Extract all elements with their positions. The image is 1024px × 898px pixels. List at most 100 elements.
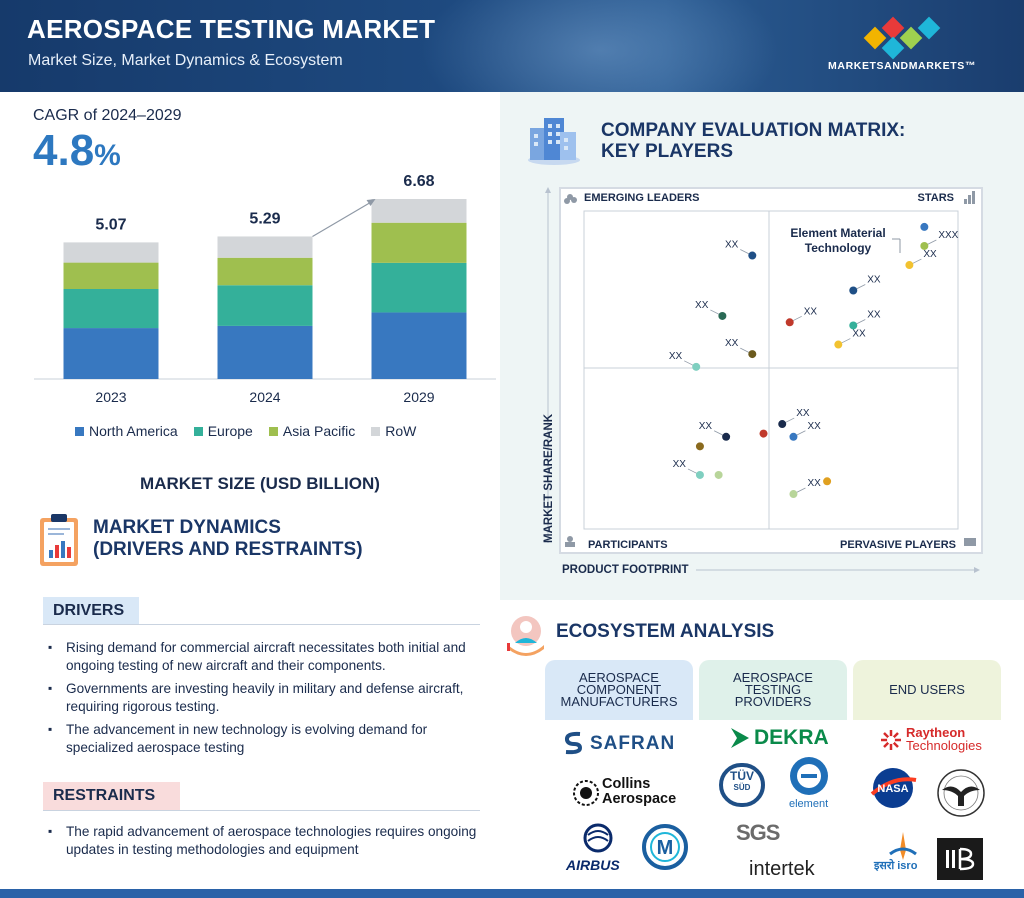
nasa-logo-icon: NASA bbox=[870, 768, 917, 808]
point-label: XX bbox=[796, 408, 810, 419]
bar-segment-europe bbox=[217, 285, 313, 326]
highlight-label-line2: Technology bbox=[805, 241, 872, 255]
isro-logo-icon bbox=[889, 832, 917, 860]
column-header-line: MANUFACTURERS bbox=[560, 694, 678, 709]
list-item: Governments are investing heavily in mil… bbox=[48, 680, 484, 715]
bar-segment-europe bbox=[63, 289, 159, 329]
drivers-tag: DRIVERS bbox=[43, 597, 139, 625]
collins-logo-line2: Aerospace bbox=[602, 791, 677, 807]
legend-swatch bbox=[75, 426, 84, 436]
tuv-logo-icon bbox=[719, 763, 765, 807]
quadrant-participants: PARTICIPANTS bbox=[588, 539, 668, 551]
tuv-logo: TÜV SÜD bbox=[729, 769, 755, 793]
isro-logo: इसरो isro bbox=[874, 860, 918, 872]
bar-segment-row bbox=[217, 236, 313, 258]
point-label: XX bbox=[807, 421, 821, 432]
category-tick-label: 2024 bbox=[249, 389, 280, 405]
company-point bbox=[849, 286, 858, 295]
airbus-logo-icon bbox=[583, 823, 613, 853]
point-label: XX bbox=[669, 351, 683, 362]
bar-segment-north-america bbox=[371, 312, 467, 379]
company-point bbox=[920, 241, 929, 250]
legend-item-north-america: North America bbox=[75, 423, 178, 439]
header-glow bbox=[420, 0, 780, 92]
column-header-line: COMPONENT bbox=[576, 682, 662, 697]
legend-item-asia-pacific: Asia Pacific bbox=[268, 423, 355, 439]
quadrant-pervasive-players: PERVASIVE PLAYERS bbox=[840, 539, 956, 551]
column-header-line: AEROSPACE bbox=[733, 670, 813, 685]
raytheon-logo-line2: Technologies bbox=[906, 738, 982, 753]
point-label: XX bbox=[725, 338, 739, 349]
list-item: Rising demand for commercial aircraft ne… bbox=[48, 639, 484, 674]
bar-total-label: 5.29 bbox=[249, 210, 280, 227]
eagle-seal-icon bbox=[937, 769, 985, 817]
matrix-title: COMPANY EVALUATION MATRIX: KEY PLAYERS bbox=[601, 120, 905, 162]
column-header-line: END USERS bbox=[889, 682, 965, 697]
header-banner: AEROSPACE TESTING MARKET Market Size, Ma… bbox=[0, 0, 1024, 92]
legend-swatch bbox=[371, 426, 381, 436]
collins-logo-line1: Collins bbox=[602, 776, 651, 792]
brand-logo[interactable]: MARKETSANDMARKETS™ bbox=[822, 14, 982, 78]
dekra-logo-icon bbox=[731, 728, 749, 748]
column-header-line: AEROSPACE bbox=[579, 670, 659, 685]
bar-segment-row bbox=[63, 242, 159, 263]
legend-swatch bbox=[268, 426, 278, 436]
company-point bbox=[905, 261, 914, 270]
dekra-logo: DEKRA bbox=[754, 726, 829, 749]
company-point bbox=[718, 311, 727, 320]
company-point bbox=[785, 318, 794, 327]
column-header-line: TESTING bbox=[744, 682, 802, 697]
company-point bbox=[778, 420, 787, 429]
sgs-logo: SGS bbox=[736, 820, 780, 845]
raytheon-logo-icon bbox=[881, 730, 901, 750]
growth-arrow-line bbox=[312, 202, 370, 237]
quadrant-stars: STARS bbox=[918, 192, 954, 204]
highlight-label-line1: Element Material bbox=[790, 226, 885, 240]
chart-title: MARKET SIZE (USD BILLION) bbox=[140, 474, 380, 493]
raytheon-logo: Raytheon Technologies bbox=[906, 726, 982, 752]
company-point bbox=[759, 429, 768, 438]
bar-segment-row bbox=[371, 199, 467, 223]
company-point bbox=[714, 470, 723, 479]
x-axis-arrow-icon bbox=[974, 567, 980, 573]
cagr-unit: % bbox=[94, 139, 121, 172]
dynamics-title-line2: (DRIVERS AND RESTRAINTS) bbox=[93, 539, 363, 560]
brand-name: MARKETSANDMARKETS™ bbox=[828, 60, 976, 72]
dynamics-title-line1: MARKET DYNAMICS bbox=[93, 517, 281, 538]
chart-legend: North America Europe Asia Pacific RoW bbox=[75, 423, 416, 439]
pervasive-players-icon bbox=[964, 538, 976, 546]
safran-logo: SAFRAN bbox=[590, 733, 676, 754]
legend-item-europe: Europe bbox=[193, 423, 253, 439]
intertek-logo: intertek bbox=[749, 858, 815, 880]
company-point bbox=[695, 442, 704, 451]
company-point bbox=[834, 340, 843, 349]
participants-icon bbox=[565, 536, 575, 547]
cagr-value: 4.8% bbox=[33, 126, 121, 176]
bar-segment-europe bbox=[371, 262, 467, 313]
point-label: XX bbox=[867, 275, 881, 286]
ecosystem-title: ECOSYSTEM ANALYSIS bbox=[556, 621, 775, 642]
clipboard-chart-icon bbox=[40, 514, 78, 566]
company-point bbox=[748, 251, 757, 260]
restraints-list: The rapid advancement of aerospace techn… bbox=[48, 823, 484, 864]
market-size-bar-chart: 5.07 2023 5.29 2024 6.68 2029 bbox=[34, 173, 496, 405]
company-point bbox=[789, 490, 798, 499]
legend-swatch bbox=[193, 426, 203, 436]
tuv-logo-line2: SÜD bbox=[733, 783, 751, 792]
quadrant-emerging-leaders: EMERGING LEADERS bbox=[584, 192, 700, 204]
bar-total-label: 5.07 bbox=[95, 216, 126, 233]
legend-item-row: RoW bbox=[371, 423, 416, 439]
point-label: XX bbox=[673, 459, 687, 470]
matrix-title-line2: KEY PLAYERS bbox=[601, 141, 733, 162]
element-logo-icon bbox=[790, 757, 828, 795]
dynamics-title: MARKET DYNAMICS (DRIVERS AND RESTRAINTS) bbox=[93, 517, 363, 561]
dark-square-logo-icon bbox=[937, 838, 983, 880]
svg-text:M: M bbox=[657, 837, 674, 859]
company-point bbox=[789, 432, 798, 441]
ecosystem-column-end-users: END USERS bbox=[853, 660, 1001, 720]
m-logo-icon: M bbox=[642, 824, 688, 870]
company-point bbox=[920, 222, 929, 231]
page-subtitle: Market Size, Market Dynamics & Ecosystem bbox=[28, 52, 343, 69]
tuv-logo-line1: TÜV bbox=[730, 769, 754, 783]
ecosystem-person-icon bbox=[507, 616, 544, 656]
